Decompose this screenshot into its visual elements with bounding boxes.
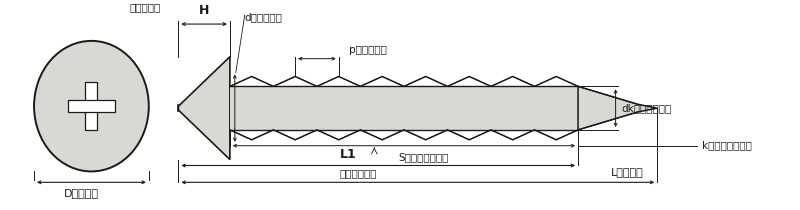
Polygon shape bbox=[447, 130, 491, 140]
Text: k（ドリル長さ）: k（ドリル長さ） bbox=[702, 140, 751, 150]
Polygon shape bbox=[404, 130, 447, 140]
Polygon shape bbox=[361, 76, 404, 86]
Text: d（ねじ径）: d（ねじ径） bbox=[245, 12, 282, 22]
Polygon shape bbox=[404, 76, 447, 86]
Polygon shape bbox=[317, 130, 361, 140]
Ellipse shape bbox=[34, 41, 149, 171]
Text: p（ピッチ）: p（ピッチ） bbox=[349, 45, 386, 55]
Polygon shape bbox=[534, 130, 578, 140]
Polygon shape bbox=[491, 130, 534, 140]
Polygon shape bbox=[230, 76, 274, 86]
Polygon shape bbox=[361, 130, 404, 140]
Polygon shape bbox=[534, 76, 578, 86]
Polygon shape bbox=[230, 130, 274, 140]
Bar bbox=[68, 100, 115, 112]
Polygon shape bbox=[317, 76, 361, 86]
Text: H: H bbox=[199, 4, 210, 17]
Text: S（ねじ部長さ）: S（ねじ部長さ） bbox=[398, 153, 449, 163]
Text: L1: L1 bbox=[340, 148, 357, 161]
Text: （働き長さ）: （働き長さ） bbox=[340, 168, 378, 178]
Text: L（全長）: L（全長） bbox=[611, 167, 644, 177]
Polygon shape bbox=[447, 76, 491, 86]
Polygon shape bbox=[274, 76, 317, 86]
Polygon shape bbox=[274, 130, 317, 140]
Bar bbox=[230, 86, 578, 130]
Text: dk（ドリル幅）: dk（ドリル幅） bbox=[622, 103, 672, 113]
Polygon shape bbox=[578, 86, 657, 130]
Polygon shape bbox=[491, 76, 534, 86]
Bar bbox=[86, 82, 98, 130]
Text: （頭高さ）: （頭高さ） bbox=[130, 2, 161, 12]
Text: D（頭径）: D（頭径） bbox=[64, 188, 99, 198]
Polygon shape bbox=[178, 57, 230, 160]
